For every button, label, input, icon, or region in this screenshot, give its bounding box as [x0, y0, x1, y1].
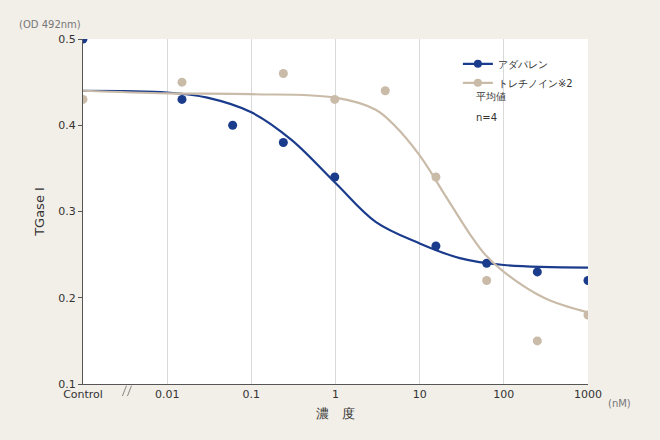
svg-text:平均値: 平均値 — [476, 91, 506, 102]
svg-text:(OD 492nm): (OD 492nm) — [19, 19, 81, 30]
svg-text:(nM): (nM) — [608, 398, 631, 409]
svg-text:TGase I: TGase I — [32, 187, 47, 237]
svg-text:0.4: 0.4 — [58, 119, 76, 132]
svg-text:0.01: 0.01 — [155, 388, 180, 401]
svg-text:100: 100 — [493, 388, 514, 401]
svg-text:1: 1 — [332, 388, 339, 401]
svg-text:アダパレン: アダパレン — [498, 59, 548, 70]
svg-text:1000: 1000 — [574, 388, 602, 401]
svg-text:10: 10 — [413, 388, 427, 401]
svg-text:濃 度: 濃 度 — [316, 406, 355, 421]
svg-text:0.1: 0.1 — [58, 378, 76, 391]
svg-text:Control: Control — [63, 388, 103, 401]
svg-text:0.3: 0.3 — [58, 205, 76, 218]
svg-text:0.1: 0.1 — [243, 388, 261, 401]
svg-text:0.5: 0.5 — [58, 33, 76, 46]
svg-text:トレチノイン※2: トレチノイン※2 — [498, 78, 573, 89]
svg-text:0.2: 0.2 — [58, 292, 76, 305]
svg-text:n=4: n=4 — [476, 112, 497, 123]
